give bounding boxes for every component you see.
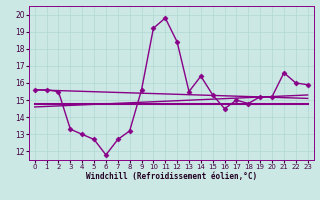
- X-axis label: Windchill (Refroidissement éolien,°C): Windchill (Refroidissement éolien,°C): [86, 172, 257, 181]
